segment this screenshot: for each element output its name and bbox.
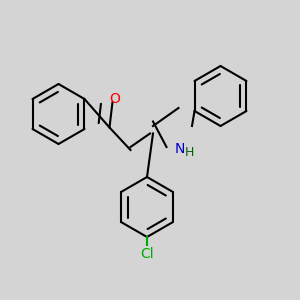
Text: H: H <box>185 146 195 159</box>
Text: O: O <box>110 92 120 106</box>
Text: N: N <box>175 142 185 156</box>
Text: Cl: Cl <box>140 247 154 261</box>
